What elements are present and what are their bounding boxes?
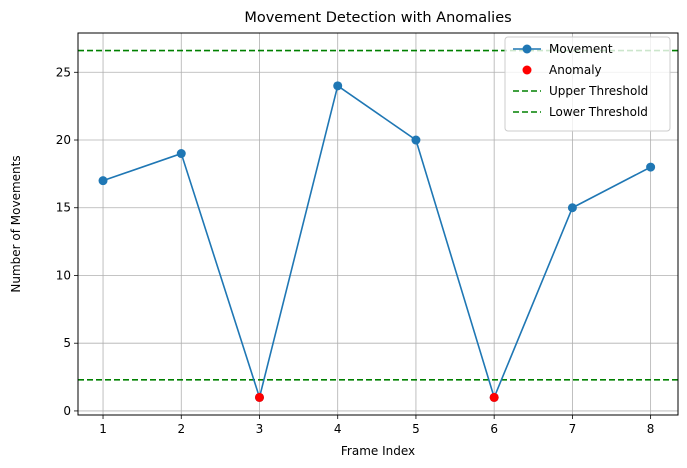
y-tick-label: 20: [56, 133, 71, 147]
chart-title: Movement Detection with Anomalies: [244, 10, 511, 26]
legend-label: Lower Threshold: [549, 105, 648, 119]
y-tick-label: 25: [56, 65, 71, 79]
x-tick-label: 8: [647, 422, 655, 436]
legend-label: Movement: [549, 42, 613, 56]
legend-handle-marker: [522, 44, 532, 54]
y-tick-label: 15: [56, 201, 71, 215]
x-tick-label: 6: [490, 422, 498, 436]
x-tick-label: 5: [412, 422, 420, 436]
y-tick-label: 0: [63, 404, 71, 418]
legend-handle-marker: [522, 65, 532, 75]
y-axis-label: Number of Movements: [9, 155, 23, 292]
legend-box: [504, 36, 671, 132]
movement-point: [646, 162, 656, 172]
x-tick-label: 4: [334, 422, 342, 436]
y-axis-ticks: 0 5 10 15 20 25: [56, 65, 78, 418]
x-axis-ticks: 1 2 3 4 5 6 7 8: [99, 415, 654, 436]
movement-point: [98, 176, 108, 186]
movement-point: [176, 149, 186, 159]
legend-label: Anomaly: [549, 63, 602, 77]
movement-point: [567, 203, 577, 213]
x-tick-label: 2: [177, 422, 185, 436]
x-tick-label: 1: [99, 422, 107, 436]
x-tick-label: 7: [569, 422, 577, 436]
anomaly-point: [489, 392, 499, 402]
y-tick-label: 5: [63, 336, 71, 350]
y-tick-label: 10: [56, 268, 71, 282]
x-axis-label: Frame Index: [341, 444, 415, 458]
x-tick-label: 3: [256, 422, 264, 436]
anomaly-point: [254, 392, 264, 402]
legend-label: Upper Threshold: [549, 84, 648, 98]
movement-point: [333, 81, 343, 91]
plot-frame: [77, 32, 679, 416]
legend: Movement Anomaly Upper Threshold Lower Thre…: [504, 36, 671, 132]
movement-line: [102, 84, 651, 401]
movement-point: [411, 135, 421, 145]
series: [98, 81, 656, 402]
